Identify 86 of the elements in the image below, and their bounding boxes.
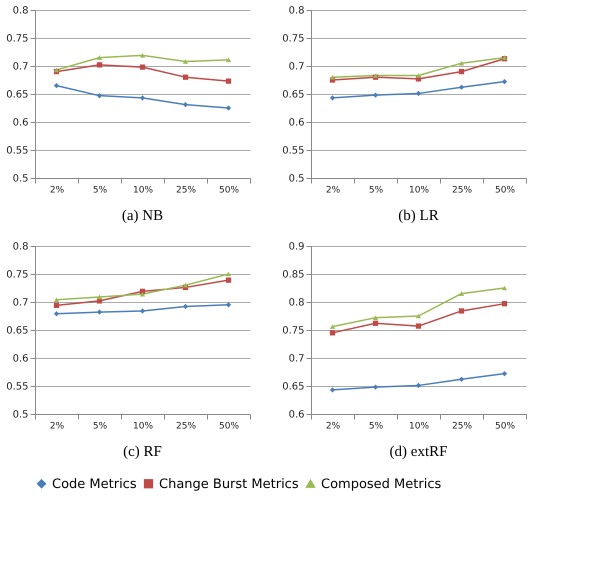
y-tick-label: 0.7 (12, 298, 28, 308)
x-tick-label: 10% (132, 186, 154, 196)
y-tick-label: 0.5 (12, 410, 28, 420)
y-tick-label: 0.65 (6, 90, 28, 100)
y-tick-label: 0.55 (6, 146, 28, 156)
point (330, 324, 336, 329)
point (182, 102, 188, 108)
point (502, 301, 508, 306)
point (96, 62, 102, 68)
x-tick-label: 10% (408, 186, 430, 196)
x-tick-label: 25% (452, 422, 472, 432)
y-tick-label: 0.55 (6, 382, 28, 392)
y-tick-label: 0.6 (12, 118, 28, 128)
point (226, 105, 232, 111)
x-tick-label: 2% (326, 186, 341, 196)
x-tick-label: 10% (132, 422, 154, 432)
y-tick-label: 0.65 (6, 326, 28, 336)
legend-label: Composed Metrics (321, 476, 442, 492)
x-tick-label: 50% (494, 186, 516, 196)
x-tick-label: 10% (408, 422, 430, 432)
y-tick-label: 0.6 (12, 354, 28, 364)
point (372, 315, 378, 320)
point (416, 314, 422, 318)
text: (a) NB (122, 208, 164, 224)
y-tick-label: 0.65 (282, 90, 304, 100)
y-tick-label: 0.7 (288, 62, 304, 72)
point (416, 90, 422, 96)
x-tick-label: 2% (50, 186, 65, 196)
x-tick-label: 25% (176, 422, 196, 432)
point (416, 73, 422, 78)
text: (b) LR (398, 208, 439, 224)
point (54, 82, 60, 88)
point (140, 53, 146, 58)
legend-label: Code Metrics (52, 476, 137, 492)
point (330, 74, 336, 80)
y-tick-label: 0.65 (282, 382, 304, 392)
x-tick-label: 50% (494, 422, 516, 432)
y-tick-label: 0.5 (288, 174, 304, 184)
y-tick-label: 0.7 (288, 354, 304, 364)
y-tick-label: 0.75 (282, 34, 304, 44)
point (458, 291, 464, 296)
y-tick-label: 0.6 (288, 410, 304, 420)
y-tick-label: 0.75 (6, 34, 28, 44)
x-tick-label: 5% (92, 186, 108, 196)
point (416, 382, 422, 388)
y-tick-label: 0.75 (6, 270, 28, 280)
point (330, 330, 336, 336)
point (96, 55, 102, 60)
point (372, 320, 378, 326)
y-tick-label: 0.55 (282, 146, 304, 156)
y-tick-label: 0.8 (288, 6, 304, 16)
legend-label: Change Burst Metrics (159, 476, 299, 492)
y-tick-label: 0.8 (12, 6, 28, 16)
y-tick-label: 0.5 (12, 174, 28, 184)
point (458, 60, 464, 66)
point (502, 286, 508, 290)
x-tick-label: 25% (452, 186, 472, 196)
point (54, 302, 60, 308)
point (140, 292, 146, 296)
x-tick-label: 2% (326, 422, 341, 432)
text: (c) RF (123, 444, 162, 460)
text: (d) extRF (390, 444, 448, 460)
y-tick-label: 0.8 (288, 298, 304, 308)
x-tick-label: 50% (218, 422, 240, 432)
y-tick-label: 0.7 (12, 62, 28, 72)
y-tick-label: 0.85 (282, 270, 304, 280)
y-tick-label: 0.75 (282, 326, 304, 336)
point (140, 64, 146, 70)
x-tick-label: 2% (50, 422, 65, 432)
y-tick-label: 0.8 (12, 242, 28, 252)
point (182, 282, 188, 288)
x-tick-label: 50% (218, 186, 240, 196)
x-tick-label: 25% (176, 186, 196, 196)
x-tick-label: 5% (368, 186, 384, 196)
point (226, 58, 232, 62)
point (226, 278, 232, 283)
point (182, 74, 188, 80)
point (226, 78, 232, 84)
x-tick-label: 5% (92, 422, 108, 432)
point (226, 272, 232, 276)
point (182, 59, 188, 64)
y-tick-label: 0.9 (288, 242, 304, 252)
x-tick-label: 5% (368, 422, 384, 432)
point (96, 294, 102, 300)
y-tick-label: 0.6 (288, 118, 304, 128)
point (54, 297, 60, 302)
